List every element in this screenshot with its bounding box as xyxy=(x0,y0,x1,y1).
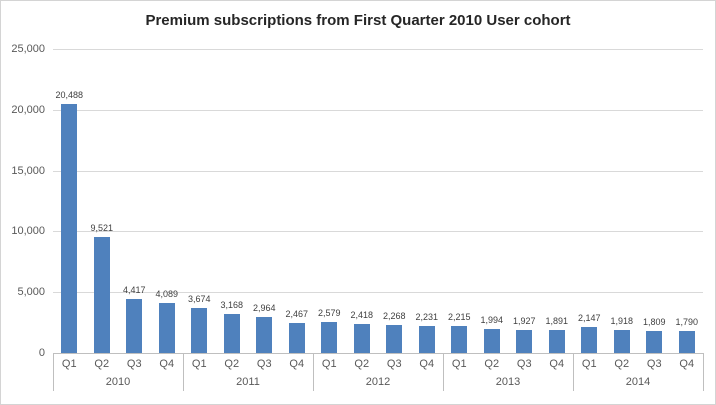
bar-value-label: 2,579 xyxy=(317,307,341,318)
bar xyxy=(483,328,500,353)
gridline xyxy=(53,292,703,294)
bar-value-label: 9,521 xyxy=(90,223,114,234)
bar xyxy=(418,325,435,353)
x-axis-quarter-label: Q3 xyxy=(516,358,532,370)
bar xyxy=(158,303,175,353)
bar xyxy=(93,237,110,353)
bar-value-label: 2,268 xyxy=(382,311,406,322)
chart-title: Premium subscriptions from First Quarter… xyxy=(145,12,571,29)
bar xyxy=(191,308,208,353)
bar xyxy=(548,330,565,353)
bar xyxy=(451,326,468,353)
bar xyxy=(61,103,78,353)
bar xyxy=(581,326,598,353)
bar-value-label: 1,994 xyxy=(480,314,504,325)
bar xyxy=(321,321,338,353)
bar-value-label: 2,231 xyxy=(415,311,439,322)
x-axis-quarter-label: Q1 xyxy=(451,358,467,370)
bar-value-label: 4,089 xyxy=(155,289,179,300)
bar xyxy=(353,323,370,353)
bar-value-label: 1,927 xyxy=(512,315,536,326)
x-axis-quarter-label: Q4 xyxy=(159,358,175,370)
x-axis-quarter-label: Q1 xyxy=(61,358,77,370)
x-axis-quarter-label: Q1 xyxy=(581,358,597,370)
x-axis-quarter-label: Q3 xyxy=(386,358,402,370)
x-axis-quarter-label: Q2 xyxy=(94,358,110,370)
bar-value-label: 2,147 xyxy=(577,312,601,323)
bar-value-label: 1,809 xyxy=(642,317,666,327)
bar xyxy=(386,325,403,353)
bar-value-label: 1,790 xyxy=(675,317,699,328)
y-axis-label: 0 xyxy=(38,347,45,359)
x-axis-quarter-label: Q1 xyxy=(321,358,337,370)
x-axis-quarter-label: Q4 xyxy=(289,358,305,370)
x-axis-year-label: 2011 xyxy=(236,376,260,388)
x-axis-quarter-label: Q2 xyxy=(484,358,500,370)
bar xyxy=(256,316,273,353)
gridline xyxy=(53,170,703,172)
x-axis-year-label: 2010 xyxy=(105,376,131,388)
y-axis-label: 15,000 xyxy=(11,164,45,177)
bar-value-label: 20,488 xyxy=(55,89,84,100)
bar-value-label: 3,168 xyxy=(220,300,244,311)
x-axis-quarter-label: Q2 xyxy=(354,358,370,370)
x-axis-quarter-label: Q1 xyxy=(191,358,207,370)
x-axis-quarter-label: Q4 xyxy=(679,358,695,370)
x-axis-quarter-label: Q3 xyxy=(126,358,142,370)
x-axis-year-label: 2014 xyxy=(625,376,651,388)
bar-value-label: 2,467 xyxy=(285,309,309,319)
bar-value-label: 2,215 xyxy=(447,312,471,323)
axis-group-separator xyxy=(703,353,704,391)
y-axis-label: 25,000 xyxy=(11,43,45,55)
x-axis-line xyxy=(53,353,703,354)
bar xyxy=(613,329,630,353)
axis-group-separator xyxy=(573,353,574,391)
bar xyxy=(126,299,143,353)
y-axis-label: 20,000 xyxy=(11,103,45,116)
bar-value-label: 1,918 xyxy=(610,315,634,326)
gridline xyxy=(53,109,703,111)
bar-value-label: 1,891 xyxy=(545,316,569,326)
x-axis-quarter-label: Q4 xyxy=(549,358,565,370)
x-axis-quarter-label: Q2 xyxy=(224,358,240,370)
x-axis-quarter-label: Q3 xyxy=(646,358,662,370)
y-axis-label: 10,000 xyxy=(11,225,45,238)
x-axis-year-label: 2012 xyxy=(365,376,391,388)
x-axis-quarter-label: Q3 xyxy=(256,358,272,370)
x-axis-year-label: 2013 xyxy=(495,376,521,388)
bar xyxy=(516,329,533,353)
bar-value-label: 4,417 xyxy=(122,285,146,296)
axis-group-separator xyxy=(313,353,314,391)
axis-group-separator xyxy=(183,353,184,391)
gridline xyxy=(53,231,703,233)
x-axis-quarter-label: Q4 xyxy=(419,358,435,370)
x-axis-quarter-label: Q2 xyxy=(614,358,630,370)
bar-value-label: 3,674 xyxy=(187,294,211,305)
y-axis-label: 5,000 xyxy=(17,286,45,299)
axis-group-separator xyxy=(443,353,444,391)
gridline xyxy=(53,49,703,50)
axis-group-separator xyxy=(53,353,54,391)
bar-value-label: 2,964 xyxy=(252,302,276,313)
bar xyxy=(646,331,663,353)
bar xyxy=(678,331,695,353)
bar xyxy=(223,314,240,353)
bar xyxy=(288,323,305,353)
bar-value-label: 2,418 xyxy=(350,309,374,320)
